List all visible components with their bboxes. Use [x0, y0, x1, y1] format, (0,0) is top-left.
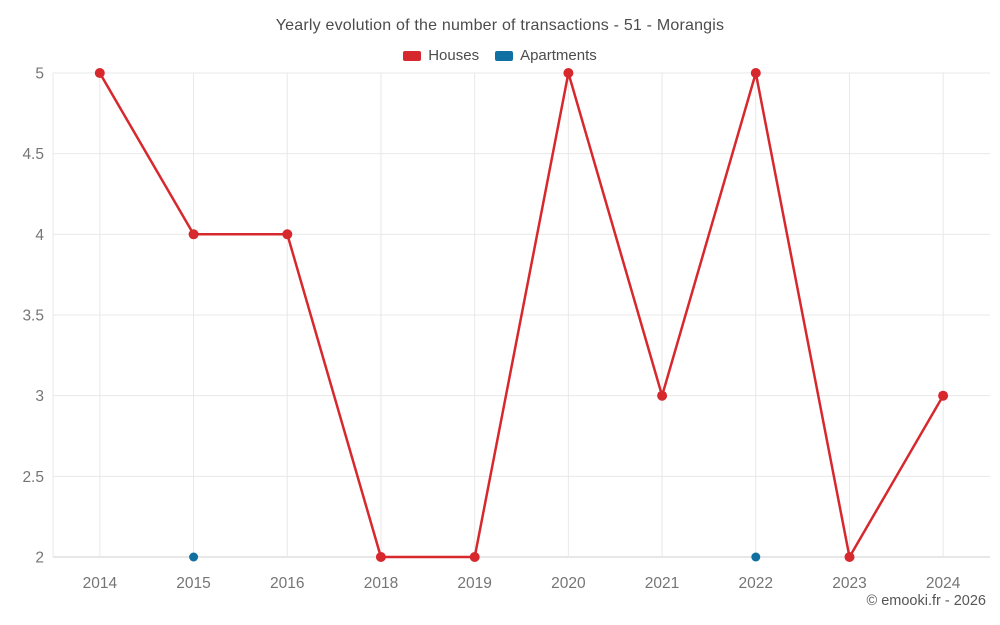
x-axis-tick-label: 2021 — [645, 575, 679, 592]
point-houses-2022[interactable] — [750, 68, 761, 78]
legend-label-apartments: Apartments — [520, 47, 597, 64]
x-axis-tick-label: 2016 — [270, 575, 304, 592]
point-houses-2015[interactable] — [188, 229, 199, 240]
y-axis-tick-label: 2.5 — [22, 469, 44, 486]
point-houses-2020[interactable] — [563, 68, 574, 78]
chart-legend: Houses Apartments — [0, 47, 1000, 64]
legend-item-houses[interactable]: Houses — [403, 47, 479, 64]
x-axis-tick-label: 2020 — [551, 575, 586, 592]
series-line-houses — [98, 71, 945, 559]
legend-swatch-apartments — [495, 50, 514, 61]
point-houses-2018[interactable] — [375, 552, 386, 562]
point-houses-2023[interactable] — [844, 552, 855, 562]
legend-label-houses: Houses — [428, 47, 480, 64]
legend-swatch-houses — [403, 50, 422, 61]
y-axis-tick-label: 4.5 — [22, 146, 44, 163]
y-axis-tick-label: 4 — [35, 227, 44, 244]
x-axis-tick-label: 2022 — [739, 575, 773, 592]
y-axis-tick-label: 2 — [35, 549, 44, 566]
point-houses-2014[interactable] — [94, 68, 105, 78]
y-axis-tick-label: 5 — [35, 65, 44, 82]
point-houses-2019[interactable] — [469, 552, 480, 562]
y-axis-tick-label: 3.5 — [22, 307, 44, 324]
point-apartments-2015[interactable] — [189, 552, 199, 562]
point-houses-2024[interactable] — [938, 390, 949, 401]
x-axis-tick-label: 2014 — [83, 575, 118, 592]
x-axis-tick-label: 2019 — [457, 575, 491, 592]
x-axis-tick-label: 2015 — [176, 575, 210, 592]
legend-item-apartments[interactable]: Apartments — [495, 47, 597, 64]
point-houses-2021[interactable] — [657, 390, 668, 401]
chart-title: Yearly evolution of the number of transa… — [275, 17, 725, 34]
x-axis-tick-label: 2023 — [832, 575, 866, 592]
y-axis-tick-label: 3 — [35, 388, 44, 405]
x-axis-tick-label: 2018 — [364, 575, 398, 592]
point-houses-2016[interactable] — [282, 229, 293, 240]
watermark-text: © emooki.fr - 2026 — [866, 593, 986, 609]
x-axis-tick-label: 2024 — [926, 575, 961, 592]
point-apartments-2022[interactable] — [751, 552, 761, 562]
